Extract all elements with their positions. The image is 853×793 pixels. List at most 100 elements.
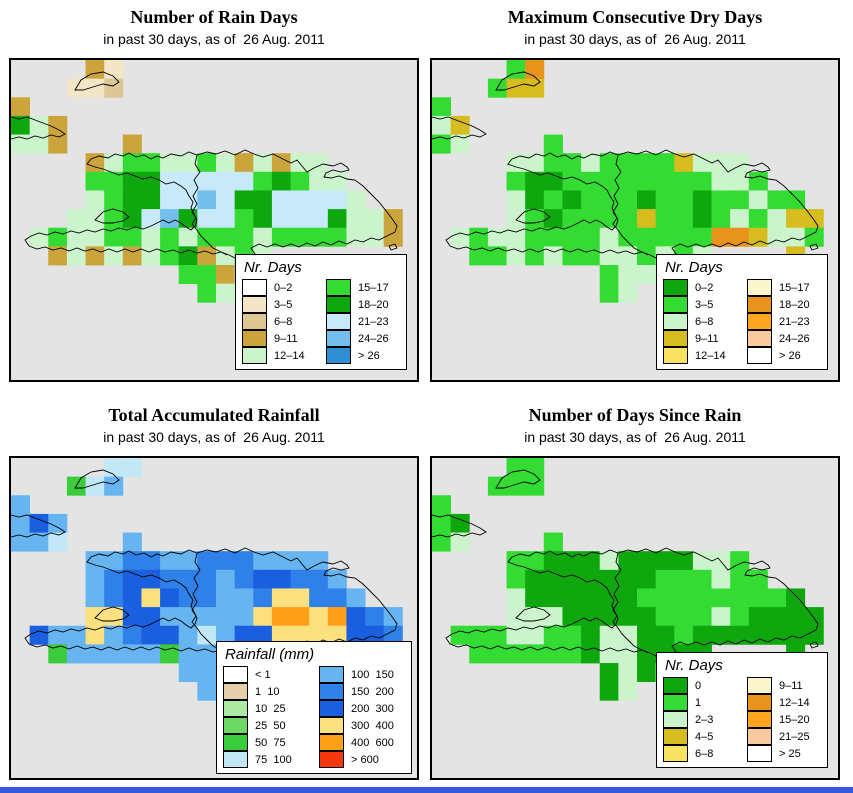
map-panel-rain-days: Nr. Days 0–2 3–5 6–8 9–11 12–14 15–17 18–20 21–… — [9, 58, 419, 382]
legend-entry: 9–11 — [242, 329, 316, 347]
legend-swatch — [319, 716, 344, 734]
legend-swatch — [663, 279, 688, 296]
legend-entry: 100 150 — [319, 666, 405, 683]
legend-label: 15–20 — [779, 713, 810, 726]
legend-label: 6–8 — [274, 315, 293, 328]
map-legend: Nr. Days 0–2 3–5 6–8 9–11 12–14 15–17 18–20 21–… — [235, 254, 407, 370]
map-subtitle: in past 30 days, as of 26 Aug. 2011 — [524, 429, 746, 445]
legend-swatch — [663, 312, 688, 330]
panel-title-block: Maximum Consecutive Dry Days in past 30 … — [430, 6, 840, 48]
legend-entry: 10 25 — [223, 699, 309, 717]
legend-label: 21–23 — [358, 315, 389, 328]
legend-label: 4–5 — [695, 730, 714, 743]
map-legend: Rainfall (mm) < 1 1 10 10 25 25 50 50 75 75 1… — [216, 641, 412, 774]
legend-entry: > 25 — [747, 744, 821, 762]
legend-label: 12–14 — [695, 349, 726, 362]
map-subtitle: in past 30 days, as of 26 Aug. 2011 — [103, 429, 325, 445]
legend-label: 75 100 — [255, 753, 292, 766]
legend-label: < 1 — [255, 668, 271, 681]
legend-entry: 75 100 — [223, 750, 309, 768]
map-title: Total Accumulated Rainfall — [108, 405, 320, 425]
legend-entry: 21–23 — [747, 312, 821, 330]
legend-columns: 0 1 2–3 4–5 6–8 9–11 12–14 15–20 21–25 > 25 — [663, 677, 821, 762]
legend-columns: < 1 1 10 10 25 25 50 50 75 75 100 100 150 150 2… — [223, 666, 405, 768]
legend-swatch — [223, 682, 248, 700]
legend-swatch — [242, 312, 267, 330]
legend-entry: 18–20 — [747, 295, 821, 313]
legend-title: Nr. Days — [665, 657, 723, 674]
legend-swatch — [326, 295, 351, 313]
legend-title: Nr. Days — [244, 259, 302, 276]
legend-label: 0 — [695, 679, 702, 692]
legend-label: 100 150 — [351, 668, 394, 681]
legend-label: 10 25 — [255, 702, 286, 715]
legend-swatch — [747, 346, 772, 364]
legend-swatch — [319, 733, 344, 751]
map-panel-dry-days: Nr. Days 0–2 3–5 6–8 9–11 12–14 15–17 18–20 21–… — [430, 58, 840, 382]
legend-label: 200 300 — [351, 702, 394, 715]
legend-title: Rainfall (mm) — [225, 646, 315, 663]
map-title: Number of Rain Days — [130, 7, 298, 27]
legend-entry: > 600 — [319, 750, 405, 768]
legend-entry: 9–11 — [663, 329, 737, 347]
legend-column: 15–17 18–20 21–23 24–26 > 26 — [747, 279, 821, 364]
legend-swatch — [326, 346, 351, 364]
legend-entry: 4–5 — [663, 727, 737, 745]
legend-entry: 0–2 — [242, 279, 316, 296]
legend-column: 15–17 18–20 21–23 24–26 > 26 — [326, 279, 400, 364]
legend-label: 0–2 — [695, 281, 714, 294]
legend-swatch — [747, 312, 772, 330]
map-title: Maximum Consecutive Dry Days — [507, 7, 763, 27]
legend-swatch — [663, 346, 688, 364]
legend-entry: 12–14 — [747, 693, 821, 711]
panel-title-block: Total Accumulated Rainfall in past 30 da… — [9, 404, 419, 446]
legend-entry: 15–20 — [747, 710, 821, 728]
legend-entry: 21–25 — [747, 727, 821, 745]
legend-entry: 15–17 — [747, 279, 821, 296]
map-panel-days-since-rain: Nr. Days 0 1 2–3 4–5 6–8 9–11 12–14 15–20 21–25 >… — [430, 456, 840, 780]
legend-entry: 15–17 — [326, 279, 400, 296]
bottom-bar — [0, 787, 853, 793]
legend-entry: 6–8 — [663, 744, 737, 762]
legend-label: 24–26 — [358, 332, 389, 345]
legend-entry: 24–26 — [747, 329, 821, 347]
legend-swatch — [319, 699, 344, 717]
legend-label: 24–26 — [779, 332, 810, 345]
legend-entry: 9–11 — [747, 677, 821, 694]
legend-entry: 6–8 — [663, 312, 737, 330]
legend-column: 9–11 12–14 15–20 21–25 > 25 — [747, 677, 821, 762]
legend-entry: 3–5 — [663, 295, 737, 313]
legend-swatch — [747, 295, 772, 313]
legend-label: 12–14 — [274, 349, 305, 362]
panel-title-block: Number of Rain Days in past 30 days, as … — [9, 6, 419, 48]
legend-swatch — [663, 295, 688, 313]
legend-swatch — [223, 750, 248, 768]
legend-label: 6–8 — [695, 315, 714, 328]
legend-swatch — [747, 677, 772, 694]
legend-swatch — [223, 716, 248, 734]
legend-title: Nr. Days — [665, 259, 723, 276]
legend-swatch — [663, 693, 688, 711]
legend-entry: 200 300 — [319, 699, 405, 717]
legend-columns: 0–2 3–5 6–8 9–11 12–14 15–17 18–20 21–23 24–26 > … — [663, 279, 821, 364]
legend-label: > 26 — [358, 349, 380, 362]
legend-swatch — [663, 727, 688, 745]
legend-swatch — [319, 682, 344, 700]
map-subtitle: in past 30 days, as of 26 Aug. 2011 — [524, 31, 746, 47]
legend-label: 18–20 — [358, 298, 389, 311]
legend-swatch — [747, 279, 772, 296]
legend-column: 100 150 150 200 200 300 300 400 400 600 > 600 — [319, 666, 405, 768]
legend-columns: 0–2 3–5 6–8 9–11 12–14 15–17 18–20 21–23 24–26 > … — [242, 279, 400, 364]
legend-label: > 26 — [779, 349, 801, 362]
legend-swatch — [326, 279, 351, 296]
map-legend: Nr. Days 0–2 3–5 6–8 9–11 12–14 15–17 18–20 21–… — [656, 254, 828, 370]
legend-swatch — [242, 295, 267, 313]
legend-label: 15–17 — [358, 281, 389, 294]
legend-label: 3–5 — [695, 298, 714, 311]
legend-swatch — [242, 346, 267, 364]
legend-swatch — [663, 329, 688, 347]
legend-entry: 12–14 — [242, 346, 316, 364]
legend-label: 2–3 — [695, 713, 714, 726]
legend-entry: 2–3 — [663, 710, 737, 728]
legend-swatch — [326, 329, 351, 347]
